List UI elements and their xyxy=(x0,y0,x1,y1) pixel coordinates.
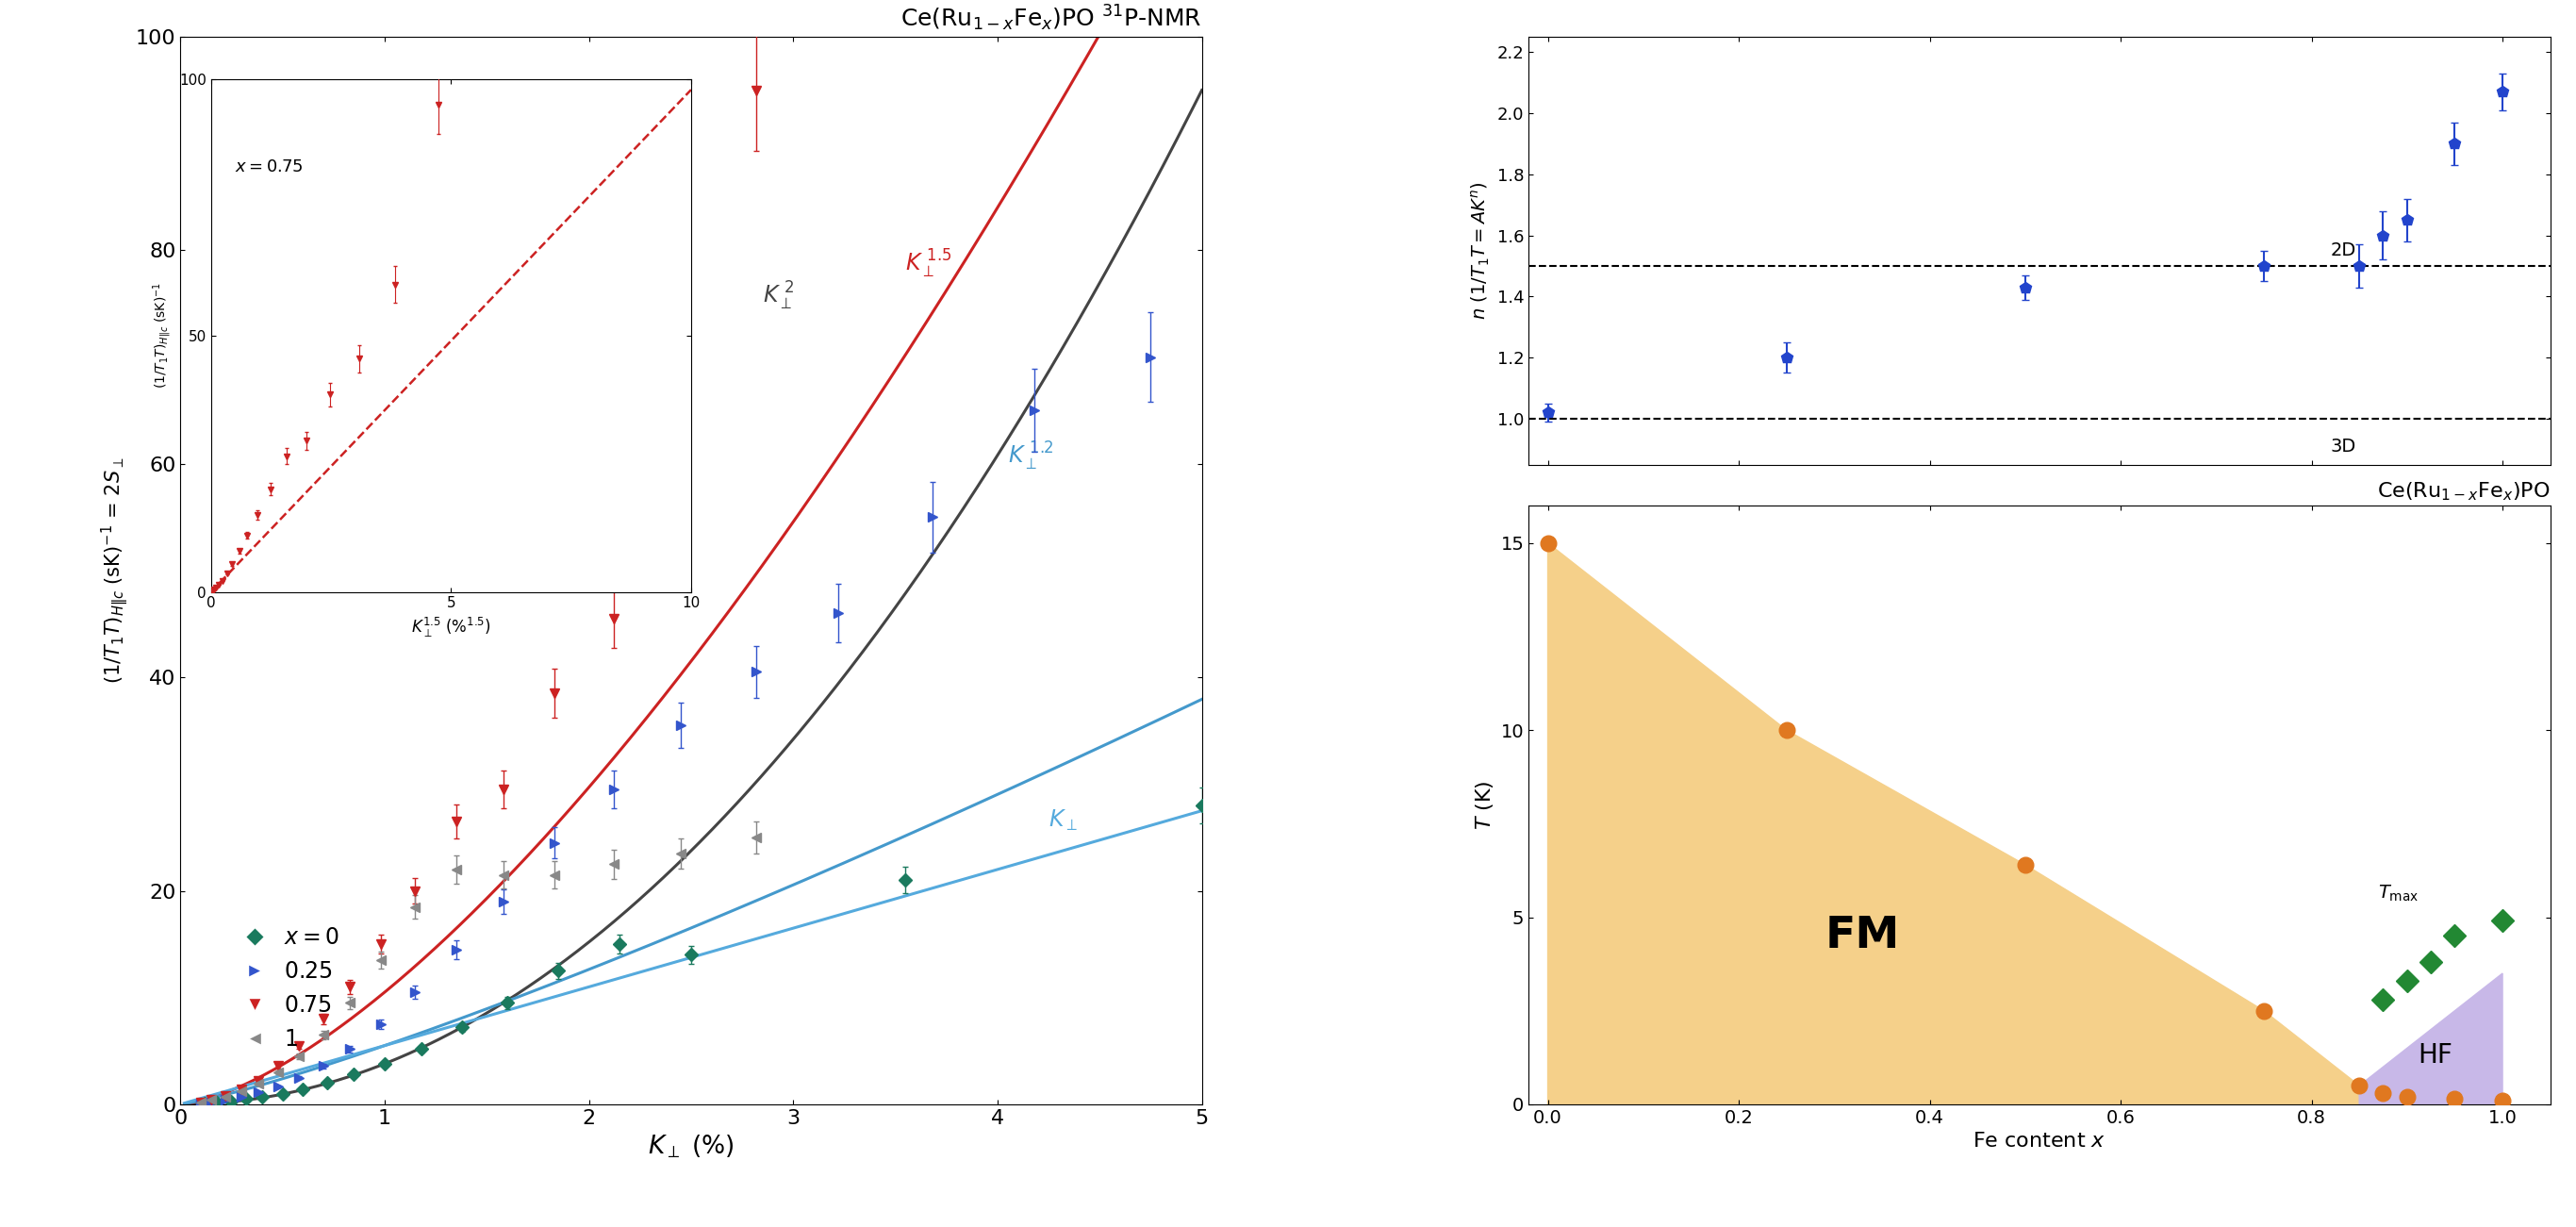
Legend: $x = 0$, $0.25$, $0.75$, $1$: $x = 0$, $0.25$, $0.75$, $1$ xyxy=(232,926,340,1050)
Text: HF: HF xyxy=(2419,1043,2452,1069)
X-axis label: $K_\perp$ (%): $K_\perp$ (%) xyxy=(647,1133,734,1160)
Text: $K_\perp$: $K_\perp$ xyxy=(1048,807,1079,833)
Y-axis label: $n$ $(1/T_1T = AK^n)$: $n$ $(1/T_1T = AK^n)$ xyxy=(1471,182,1492,320)
X-axis label: Fe content $x$: Fe content $x$ xyxy=(1973,1133,2107,1151)
Text: 3D: 3D xyxy=(2331,437,2357,455)
Text: Ce(Ru$_{1-x}$Fe$_x$)PO $^{31}$P-NMR: Ce(Ru$_{1-x}$Fe$_x$)PO $^{31}$P-NMR xyxy=(902,2,1203,33)
Text: FM: FM xyxy=(1826,914,1901,957)
Polygon shape xyxy=(2360,973,2501,1104)
Text: $K_\perp^{\ 2}$: $K_\perp^{\ 2}$ xyxy=(762,280,793,313)
Text: 2D: 2D xyxy=(2331,242,2357,260)
Y-axis label: $T$ (K): $T$ (K) xyxy=(1473,780,1497,829)
Polygon shape xyxy=(1548,544,2360,1104)
Text: Ce(Ru$_{1-x}$Fe$_x$)PO: Ce(Ru$_{1-x}$Fe$_x$)PO xyxy=(2378,481,2550,503)
Text: $K_\perp^{\ 1.2}$: $K_\perp^{\ 1.2}$ xyxy=(1007,440,1054,472)
Text: $T_{\rm max}$: $T_{\rm max}$ xyxy=(2378,883,2419,903)
Text: $K_\perp^{\ 1.5}$: $K_\perp^{\ 1.5}$ xyxy=(907,248,953,281)
Y-axis label: $(1/T_1T)_{H\|c}$ (sK)$^{-1}$ = $2S_\perp$: $(1/T_1T)_{H\|c}$ (sK)$^{-1}$ = $2S_\per… xyxy=(100,458,131,683)
